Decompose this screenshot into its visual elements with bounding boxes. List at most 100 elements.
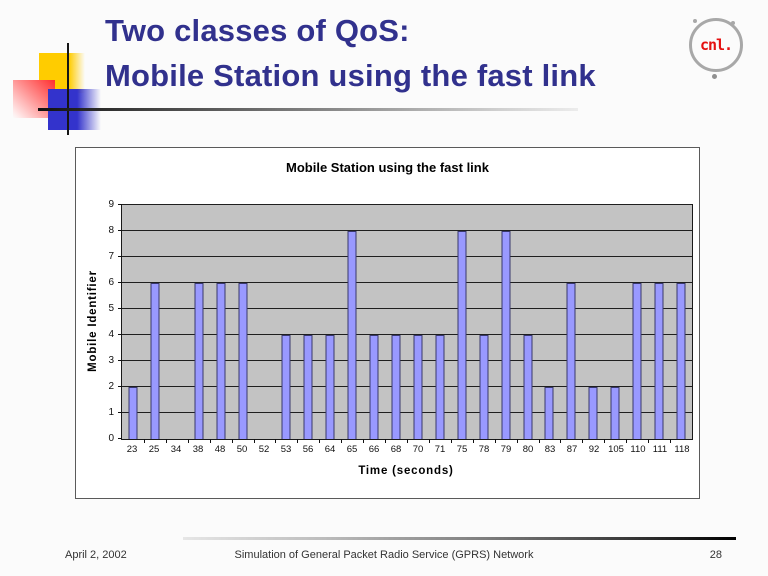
x-tick-mark — [648, 439, 650, 443]
x-tick-label: 68 — [390, 444, 402, 455]
bar-cell — [275, 205, 297, 439]
x-tick-label: 83 — [544, 444, 556, 455]
x-tick-mark — [450, 439, 452, 443]
x-tick-label: 105 — [608, 444, 624, 455]
x-tick-label: 65 — [346, 444, 358, 455]
y-tick-mark — [118, 230, 122, 231]
bar-cell — [451, 205, 473, 439]
y-tick-label: 7 — [108, 251, 114, 262]
y-tick-label: 6 — [108, 277, 114, 288]
y-tick-label: 0 — [108, 433, 114, 444]
bar — [588, 387, 598, 439]
x-tick-label: 111 — [652, 444, 668, 455]
x-tick-label: 64 — [324, 444, 336, 455]
bar-cell — [122, 205, 144, 439]
bar-cell — [604, 205, 626, 439]
x-tick-mark — [582, 439, 584, 443]
x-tick-mark — [275, 439, 277, 443]
x-tick-mark — [341, 439, 343, 443]
y-tick-mark — [118, 386, 122, 388]
x-tick-mark — [494, 439, 496, 443]
x-tick-label: 118 — [674, 444, 690, 455]
gridline — [122, 256, 692, 257]
x-tick-mark — [560, 439, 562, 443]
bar-cell — [429, 205, 451, 439]
bar — [369, 335, 379, 439]
bar-cell — [495, 205, 517, 439]
x-tick-label: 75 — [456, 444, 468, 455]
x-tick-mark — [297, 439, 299, 443]
logo-text: cnl. — [699, 36, 733, 54]
x-tick-mark — [670, 439, 672, 443]
gridline — [122, 334, 692, 336]
bar-cell — [319, 205, 341, 439]
bar — [610, 387, 620, 439]
bar-cell — [648, 205, 670, 439]
y-tick-mark — [118, 438, 122, 439]
x-tick-mark — [407, 439, 408, 443]
x-tick-label: 79 — [500, 444, 512, 455]
decor-vertical-line — [67, 43, 69, 135]
gridline — [122, 230, 692, 231]
x-tick-mark — [428, 439, 430, 443]
bar — [150, 283, 160, 439]
bar — [523, 335, 533, 439]
gridline — [122, 360, 692, 362]
bar — [325, 335, 335, 439]
x-tick-label: 25 — [148, 444, 160, 455]
bar — [216, 283, 226, 439]
logo-ring-icon: cnl. — [689, 18, 743, 72]
bar-cell — [210, 205, 232, 439]
x-tick-mark — [626, 439, 628, 443]
x-tick-mark — [472, 439, 474, 443]
bar — [238, 283, 248, 439]
x-axis-labels: 23 25 34 38 48 50 52 53 56 64 65 66 68 70 71 75 78 79 80 83… — [121, 444, 693, 455]
x-tick-mark — [143, 439, 145, 443]
x-tick-label: 92 — [588, 444, 600, 455]
bar-cell — [517, 205, 539, 439]
footer-rule — [183, 537, 736, 540]
bar-cell — [341, 205, 363, 439]
x-tick-label: 53 — [280, 444, 292, 455]
x-tick-label: 70 — [412, 444, 424, 455]
bar — [566, 283, 576, 439]
bar-cell — [254, 205, 276, 439]
bar — [654, 283, 664, 439]
bar — [676, 283, 686, 439]
bar-cell — [188, 205, 210, 439]
y-tick-label: 5 — [108, 303, 114, 314]
bar-cell — [297, 205, 319, 439]
bar — [501, 231, 511, 439]
gridline — [122, 412, 692, 414]
x-tick-mark — [165, 439, 167, 443]
bar-cell — [539, 205, 561, 439]
y-tick-label: 2 — [108, 381, 114, 393]
y-tick-mark — [118, 204, 122, 205]
x-tick-label: 34 — [170, 444, 182, 455]
x-tick-label: 48 — [214, 444, 226, 455]
logo-nub-icon — [693, 19, 697, 23]
x-tick-mark — [319, 439, 321, 443]
gridline — [122, 308, 692, 309]
page-title: Two classes of QoS: Mobile Station using… — [105, 8, 685, 98]
bars-row — [122, 205, 692, 439]
x-tick-label: 23 — [126, 444, 138, 455]
bar — [413, 335, 423, 439]
x-tick-mark — [363, 439, 365, 443]
y-tick-mark — [118, 412, 122, 414]
x-tick-label: 52 — [258, 444, 270, 455]
bar-cell — [232, 205, 254, 439]
gridline — [122, 386, 692, 388]
x-tick-label: 66 — [368, 444, 380, 455]
cnl-logo: cnl. — [687, 16, 745, 79]
bar — [632, 283, 642, 439]
page-title-line2: Mobile Station using the fast link — [105, 58, 596, 93]
footer-date: April 2, 2002 — [65, 549, 127, 561]
plot-area: 0 1 2 3 4 5 6 7 8 9 — [108, 200, 693, 444]
y-tick-mark — [118, 334, 122, 336]
y-axis-title: Mobile Identifier — [87, 270, 99, 372]
bar-cell — [626, 205, 648, 439]
bar-cell — [560, 205, 582, 439]
y-tick-label: 9 — [108, 199, 114, 210]
x-tick-label: 71 — [434, 444, 446, 455]
